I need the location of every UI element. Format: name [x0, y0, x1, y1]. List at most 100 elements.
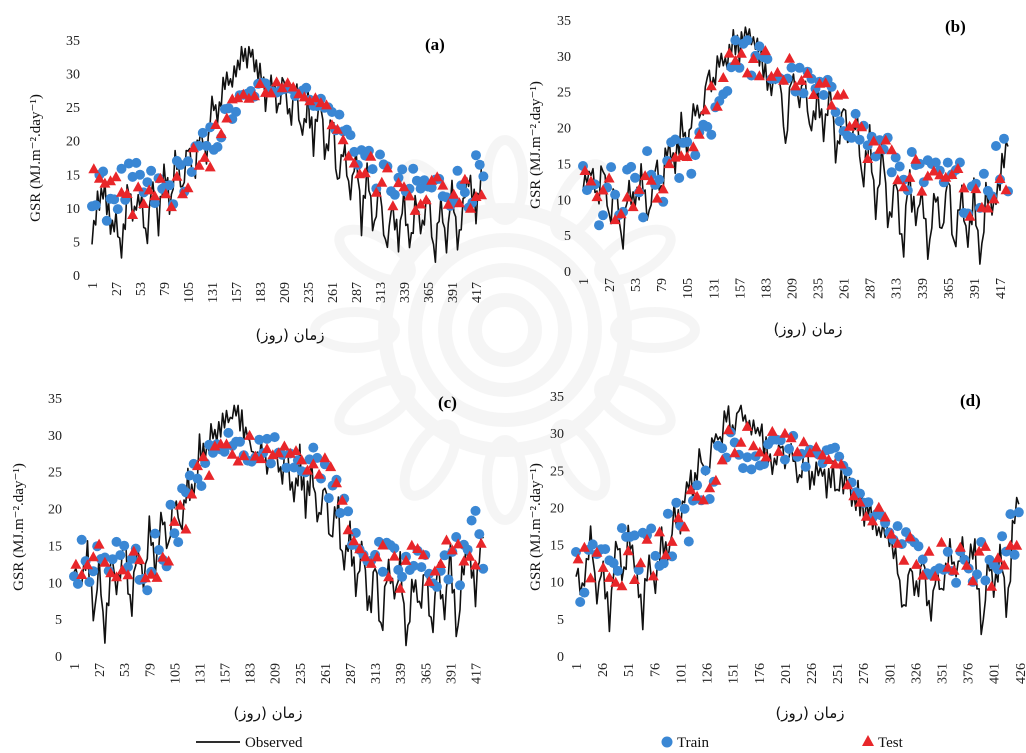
test-point: [342, 524, 354, 535]
train-point: [408, 163, 419, 174]
x-tick-label: 391: [446, 282, 461, 303]
x-tick-label: 313: [374, 282, 389, 303]
test-point: [791, 446, 803, 457]
test-point: [854, 496, 866, 507]
train-point: [184, 470, 195, 481]
test-point: [298, 91, 310, 102]
x-tick-label: 101: [674, 663, 689, 684]
test-point: [879, 511, 891, 522]
test-point: [296, 454, 308, 465]
test-point: [105, 567, 117, 578]
train-point: [312, 452, 323, 463]
test-point: [862, 153, 874, 163]
test-point: [409, 204, 421, 215]
train-point: [779, 454, 790, 465]
train-point: [606, 162, 617, 173]
x-tick-label: 51: [622, 663, 637, 677]
train-point: [951, 577, 962, 588]
x-tick-label: 339: [394, 663, 409, 684]
test-point: [591, 191, 603, 202]
train-point: [431, 581, 442, 592]
watermark-petal: [334, 224, 416, 286]
test-point: [128, 545, 140, 556]
x-axis-label: زمان (روز): [233, 704, 302, 722]
train-point: [301, 82, 312, 93]
train-point: [131, 157, 142, 168]
test-point: [741, 420, 753, 431]
train-point: [323, 493, 334, 504]
train-point: [123, 158, 134, 169]
test-point: [973, 545, 985, 556]
train-point: [411, 175, 422, 186]
watermark-ring: [468, 293, 542, 367]
test-point: [221, 112, 233, 123]
y-tick-label: 35: [557, 14, 571, 29]
test-point: [850, 117, 862, 128]
train-point: [646, 523, 657, 534]
train-point: [886, 167, 897, 178]
test-point: [820, 77, 832, 88]
watermark-ring: [438, 263, 572, 397]
x-tick-label: 235: [302, 282, 317, 303]
test-point: [904, 171, 916, 182]
x-tick-label: 261: [838, 278, 853, 299]
test-point: [654, 526, 665, 537]
test-point: [406, 539, 418, 550]
test-point: [723, 424, 734, 435]
y-tick-label: 25: [550, 464, 564, 479]
train-point: [343, 506, 354, 517]
test-point: [400, 554, 412, 565]
test-point: [398, 181, 410, 192]
test-point: [848, 490, 860, 501]
test-point: [376, 176, 388, 187]
test-point: [249, 90, 260, 101]
test-point: [651, 192, 663, 203]
train-point: [149, 198, 160, 209]
y-tick-label: 25: [66, 101, 80, 116]
train-point: [626, 161, 637, 172]
test-point: [76, 569, 88, 579]
train-point: [913, 541, 924, 552]
test-point: [302, 464, 313, 475]
y-tick-label: 25: [557, 86, 571, 101]
test-point: [365, 557, 377, 568]
train-point: [375, 149, 385, 160]
train-point: [345, 130, 356, 141]
test-point: [898, 554, 910, 565]
x-axis-label: زمان (روز): [773, 320, 842, 338]
x-tick-label: 79: [158, 282, 173, 296]
test-point: [735, 47, 747, 58]
train-point: [408, 560, 419, 571]
test-point: [687, 141, 699, 152]
test-point: [232, 92, 244, 103]
train-point: [762, 54, 773, 64]
train-point: [112, 204, 123, 215]
watermark-petal: [549, 159, 611, 241]
train-point: [397, 164, 408, 175]
x-tick-label: 365: [419, 663, 434, 684]
test-point: [290, 445, 302, 456]
train-point: [587, 539, 598, 550]
test-point: [615, 208, 627, 219]
test-point: [633, 183, 645, 194]
train-point: [470, 505, 481, 516]
train-point: [834, 116, 845, 127]
test-point: [629, 574, 640, 584]
test-point: [459, 173, 471, 184]
legend: Observed Train Test: [196, 735, 904, 751]
test-point: [929, 570, 941, 581]
test-point: [892, 537, 904, 548]
test-point: [293, 88, 305, 99]
x-tick-label: 26: [596, 663, 611, 677]
x-tick-label: 209: [269, 663, 284, 684]
x-tick-label: 365: [422, 282, 437, 303]
test-point: [934, 169, 946, 180]
test-point: [868, 135, 880, 146]
x-tick-label: 287: [350, 282, 365, 303]
test-point: [336, 494, 348, 505]
train-point: [997, 531, 1008, 542]
test-point: [111, 571, 122, 582]
train-point: [700, 465, 711, 476]
train-point: [906, 147, 917, 157]
